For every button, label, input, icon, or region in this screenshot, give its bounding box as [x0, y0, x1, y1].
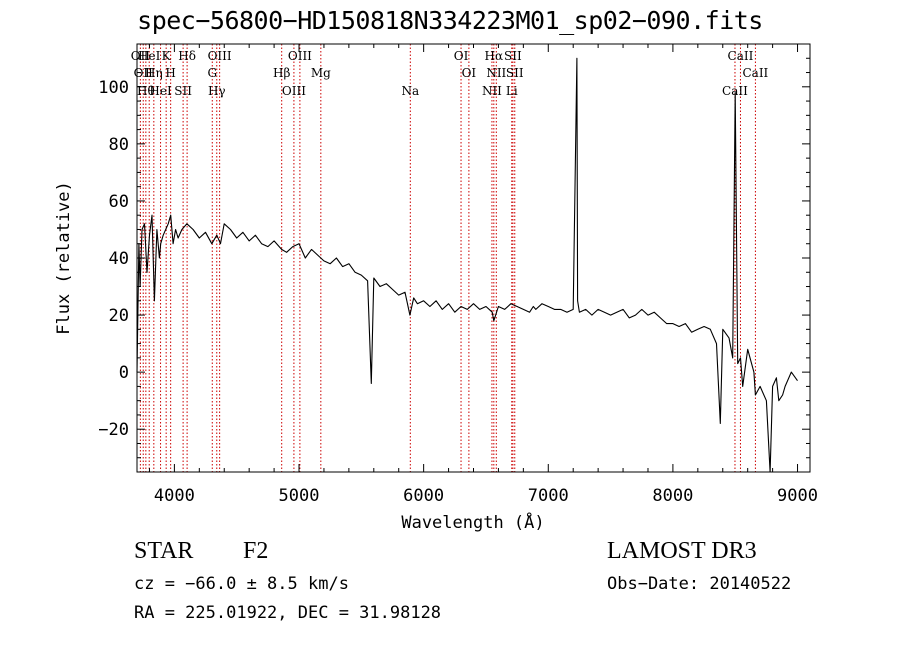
x-tick-label: 8000 [652, 486, 693, 506]
line-marker-label: OII [134, 66, 154, 80]
line-marker-label: OII [131, 49, 151, 63]
chart-title: spec−56800−HD150818N334223M01_sp02−090.f… [137, 6, 763, 35]
y-tick-label: 100 [98, 78, 129, 98]
line-marker-label: SII [174, 84, 192, 98]
class-type: STAR [134, 538, 194, 564]
line-marker-label: SII [504, 49, 522, 63]
line-marker-label: HeI [138, 49, 161, 63]
y-ticks: −20 0 20 40 60 80 100 [98, 57, 810, 459]
ra-dec: RA = 225.01922, DEC = 31.98128 [134, 603, 442, 623]
line-marker-label: CaII [742, 66, 768, 80]
line-marker-label: OIII [208, 49, 232, 63]
line-marker-label: HeI [149, 84, 172, 98]
spectrum-line [136, 57, 798, 473]
plot-frame [136, 43, 811, 473]
line-marker-label: Hδ [178, 49, 196, 63]
line-marker-label: NII [486, 66, 506, 80]
line-marker-label: CaII [722, 84, 748, 98]
line-marker-label: OIII [288, 49, 312, 63]
line-marker-label: Mg [311, 66, 331, 80]
line-marker-label: Hη [145, 66, 163, 80]
x-tick-label: 9000 [777, 486, 818, 506]
subclass: F2 [243, 538, 269, 564]
redshift-cz: cz = −66.0 ± 8.5 km/s [134, 574, 349, 594]
line-marker-labels: OIIOIIHθHeIHηHeIKHSIIHδGHγOIIIHβOIIIOIII… [131, 49, 769, 98]
line-marker-label: OI [462, 66, 477, 80]
y-tick-label: 80 [109, 135, 129, 155]
x-axis-label: Wavelength (Å) [401, 511, 544, 533]
line-marker-label: NII [482, 84, 502, 98]
line-marker-label: SII [506, 66, 524, 80]
line-marker-label: OIII [282, 84, 306, 98]
line-marker-label: G [207, 66, 217, 80]
y-tick-label: 60 [109, 192, 129, 212]
line-marker-label: OI [454, 49, 469, 63]
line-marker-label: H [165, 66, 175, 80]
line-marker-label: Li [506, 84, 518, 98]
x-ticks: 4000 5000 6000 7000 8000 9000 [148, 44, 818, 506]
x-tick-label: 6000 [403, 486, 444, 506]
line-marker-label: Hγ [208, 84, 226, 98]
line-marker-label: Na [401, 84, 419, 98]
y-tick-label: 0 [119, 363, 129, 383]
x-tick-label: 4000 [154, 486, 195, 506]
series-group [136, 57, 798, 473]
y-tick-label: 40 [109, 249, 129, 269]
obs-date: Obs−Date: 20140522 [607, 574, 792, 594]
x-tick-label: 5000 [279, 486, 320, 506]
line-markers [139, 44, 756, 472]
x-tick-label: 7000 [528, 486, 569, 506]
line-marker-label: K [162, 49, 172, 63]
y-tick-label: −20 [98, 420, 129, 440]
y-tick-label: 20 [109, 306, 129, 326]
survey-name: LAMOST DR3 [607, 538, 757, 564]
line-marker-label: CaII [728, 49, 754, 63]
line-marker-label: Hα [485, 49, 504, 63]
y-axis-label: Flux (relative) [54, 181, 74, 335]
line-marker-label: Hθ [137, 84, 155, 98]
line-marker-label: Hβ [273, 66, 290, 80]
